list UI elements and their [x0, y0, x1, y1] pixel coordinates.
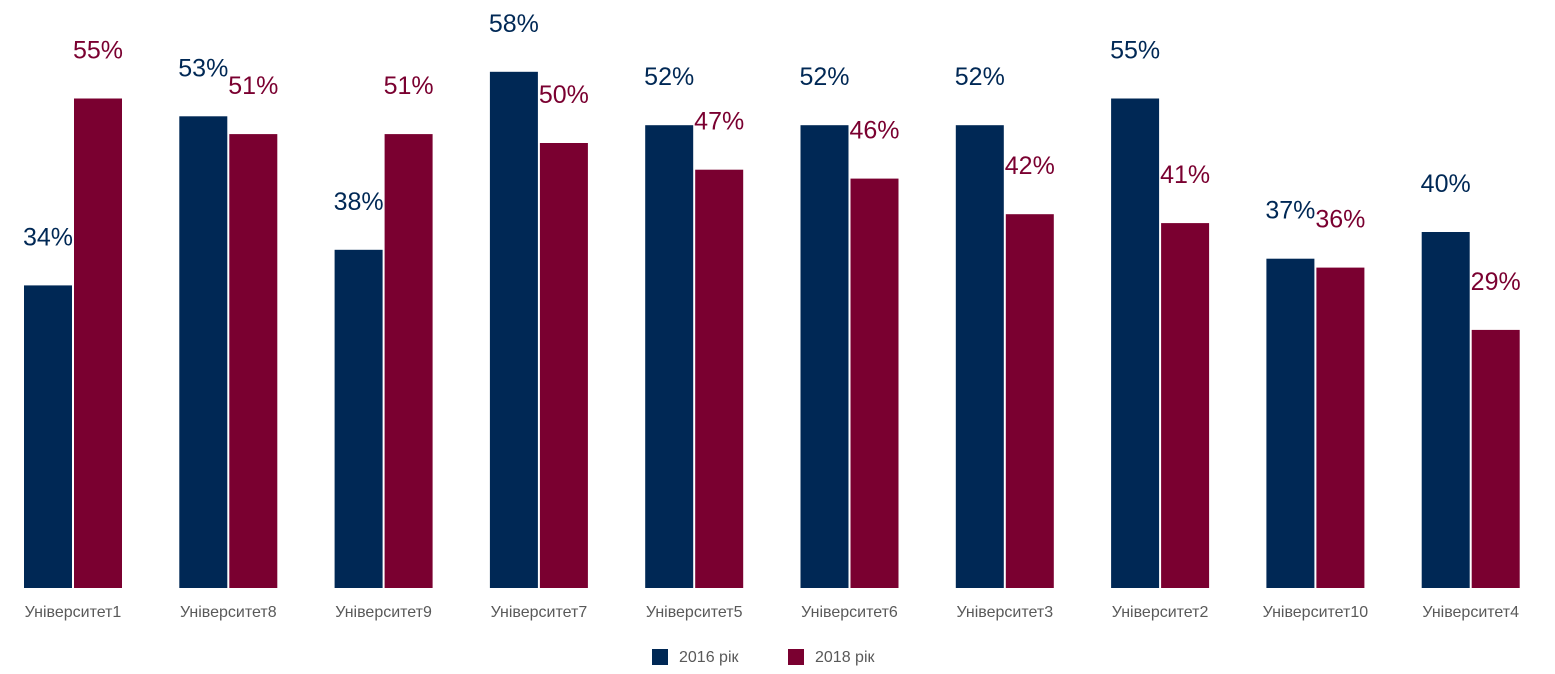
bar-series2-8: [1161, 223, 1210, 588]
bar-series1-4: [489, 71, 538, 589]
data-label-series1-8: 55%: [1110, 37, 1160, 65]
data-label-series2-6: 46%: [849, 117, 899, 145]
bar-series2-3: [384, 134, 433, 588]
category-label-6: Університет6: [801, 604, 898, 621]
legend-swatch-2: [788, 649, 804, 665]
data-label-series1-1: 34%: [23, 223, 73, 251]
bar-series2-1: [74, 98, 122, 588]
data-label-series1-10: 40%: [1421, 170, 1471, 198]
data-label-series1-5: 52%: [644, 63, 694, 91]
data-label-series1-2: 53%: [178, 54, 228, 82]
data-label-series2-2: 51%: [228, 72, 278, 100]
legend: 2016 рік 2018 рік: [652, 649, 875, 666]
data-label-series2-1: 55%: [73, 37, 123, 65]
category-label-7: Університет3: [956, 604, 1053, 621]
data-label-series1-4: 58%: [489, 10, 539, 38]
category-label-5: Університет5: [646, 604, 743, 621]
bar-series2-10: [1471, 329, 1520, 588]
bar-series2-7: [1005, 214, 1054, 588]
data-label-series1-6: 52%: [799, 63, 849, 91]
category-label-2: Університет8: [180, 604, 277, 621]
bar-series2-9: [1316, 267, 1365, 588]
bar-series1-10: [1421, 232, 1470, 588]
category-label-8: Університет2: [1112, 604, 1209, 621]
data-label-series2-9: 36%: [1315, 206, 1365, 234]
data-label-series2-8: 41%: [1160, 161, 1210, 189]
bar-series2-5: [695, 169, 744, 588]
bar-series2-4: [539, 143, 588, 588]
category-label-10: Університет4: [1422, 604, 1519, 621]
bar-series1-7: [955, 125, 1004, 588]
category-label-3: Університет9: [335, 604, 432, 621]
category-label-1: Університет1: [25, 604, 122, 621]
bar-series1-2: [179, 116, 228, 589]
data-label-series2-5: 47%: [694, 108, 744, 136]
category-label-9: Університет10: [1263, 604, 1369, 621]
legend-swatch-1: [652, 649, 668, 665]
data-label-series1-7: 52%: [955, 63, 1005, 91]
data-label-series2-7: 42%: [1005, 152, 1055, 180]
bar-series1-3: [334, 249, 383, 589]
data-label-series2-10: 29%: [1471, 268, 1521, 296]
data-label-series2-4: 50%: [539, 81, 589, 109]
data-label-series1-3: 38%: [334, 188, 384, 216]
bar-series1-1: [24, 285, 72, 588]
bar-series1-5: [645, 125, 694, 588]
category-label-4: Університет7: [491, 604, 588, 621]
legend-label-2: 2018 рік: [815, 649, 875, 666]
category-labels-layer: Університет1 Університет8 Університет9 Унів…: [25, 604, 1519, 621]
bars-layer: [24, 71, 1520, 589]
bar-series1-6: [800, 125, 849, 588]
data-label-series2-3: 51%: [384, 72, 434, 100]
value-labels-layer: 34%55%53%51%38%51%58%50%52%47%52%46%52%4…: [23, 10, 1521, 296]
bar-series2-2: [229, 134, 278, 588]
bar-series2-6: [850, 178, 899, 588]
data-label-series1-9: 37%: [1265, 197, 1315, 225]
bar-series1-8: [1111, 98, 1160, 588]
legend-label-1: 2016 рік: [679, 649, 739, 666]
bar-series1-9: [1266, 258, 1315, 588]
